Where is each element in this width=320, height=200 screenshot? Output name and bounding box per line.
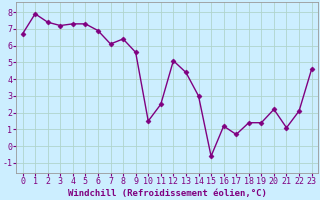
- X-axis label: Windchill (Refroidissement éolien,°C): Windchill (Refroidissement éolien,°C): [68, 189, 267, 198]
